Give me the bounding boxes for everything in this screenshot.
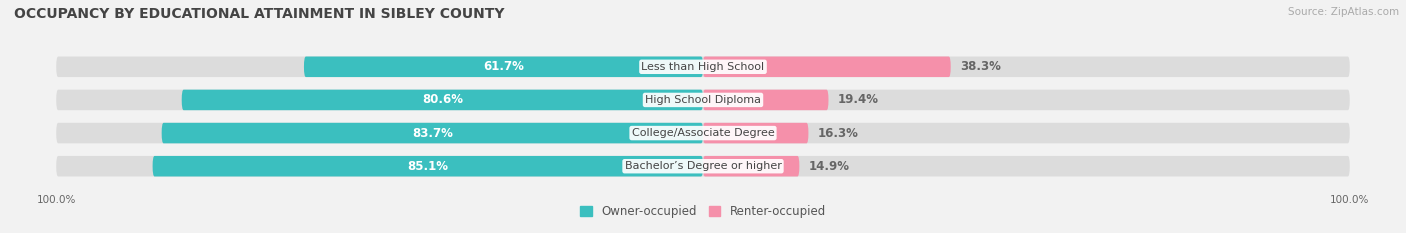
Text: High School Diploma: High School Diploma (645, 95, 761, 105)
Text: Less than High School: Less than High School (641, 62, 765, 72)
FancyBboxPatch shape (703, 156, 800, 176)
Text: OCCUPANCY BY EDUCATIONAL ATTAINMENT IN SIBLEY COUNTY: OCCUPANCY BY EDUCATIONAL ATTAINMENT IN S… (14, 7, 505, 21)
Text: 80.6%: 80.6% (422, 93, 463, 106)
FancyBboxPatch shape (304, 57, 703, 77)
Text: 14.9%: 14.9% (808, 160, 851, 173)
Text: College/Associate Degree: College/Associate Degree (631, 128, 775, 138)
Legend: Owner-occupied, Renter-occupied: Owner-occupied, Renter-occupied (579, 205, 827, 218)
Text: 83.7%: 83.7% (412, 127, 453, 140)
Text: 16.3%: 16.3% (818, 127, 859, 140)
FancyBboxPatch shape (56, 123, 1350, 143)
FancyBboxPatch shape (703, 123, 808, 143)
FancyBboxPatch shape (56, 90, 1350, 110)
Text: 61.7%: 61.7% (484, 60, 524, 73)
Text: 38.3%: 38.3% (960, 60, 1001, 73)
Text: 19.4%: 19.4% (838, 93, 879, 106)
FancyBboxPatch shape (56, 57, 1350, 77)
FancyBboxPatch shape (181, 90, 703, 110)
Text: Bachelor’s Degree or higher: Bachelor’s Degree or higher (624, 161, 782, 171)
FancyBboxPatch shape (56, 156, 1350, 176)
Text: 85.1%: 85.1% (408, 160, 449, 173)
FancyBboxPatch shape (153, 156, 703, 176)
FancyBboxPatch shape (703, 57, 950, 77)
FancyBboxPatch shape (703, 90, 828, 110)
Text: Source: ZipAtlas.com: Source: ZipAtlas.com (1288, 7, 1399, 17)
FancyBboxPatch shape (162, 123, 703, 143)
